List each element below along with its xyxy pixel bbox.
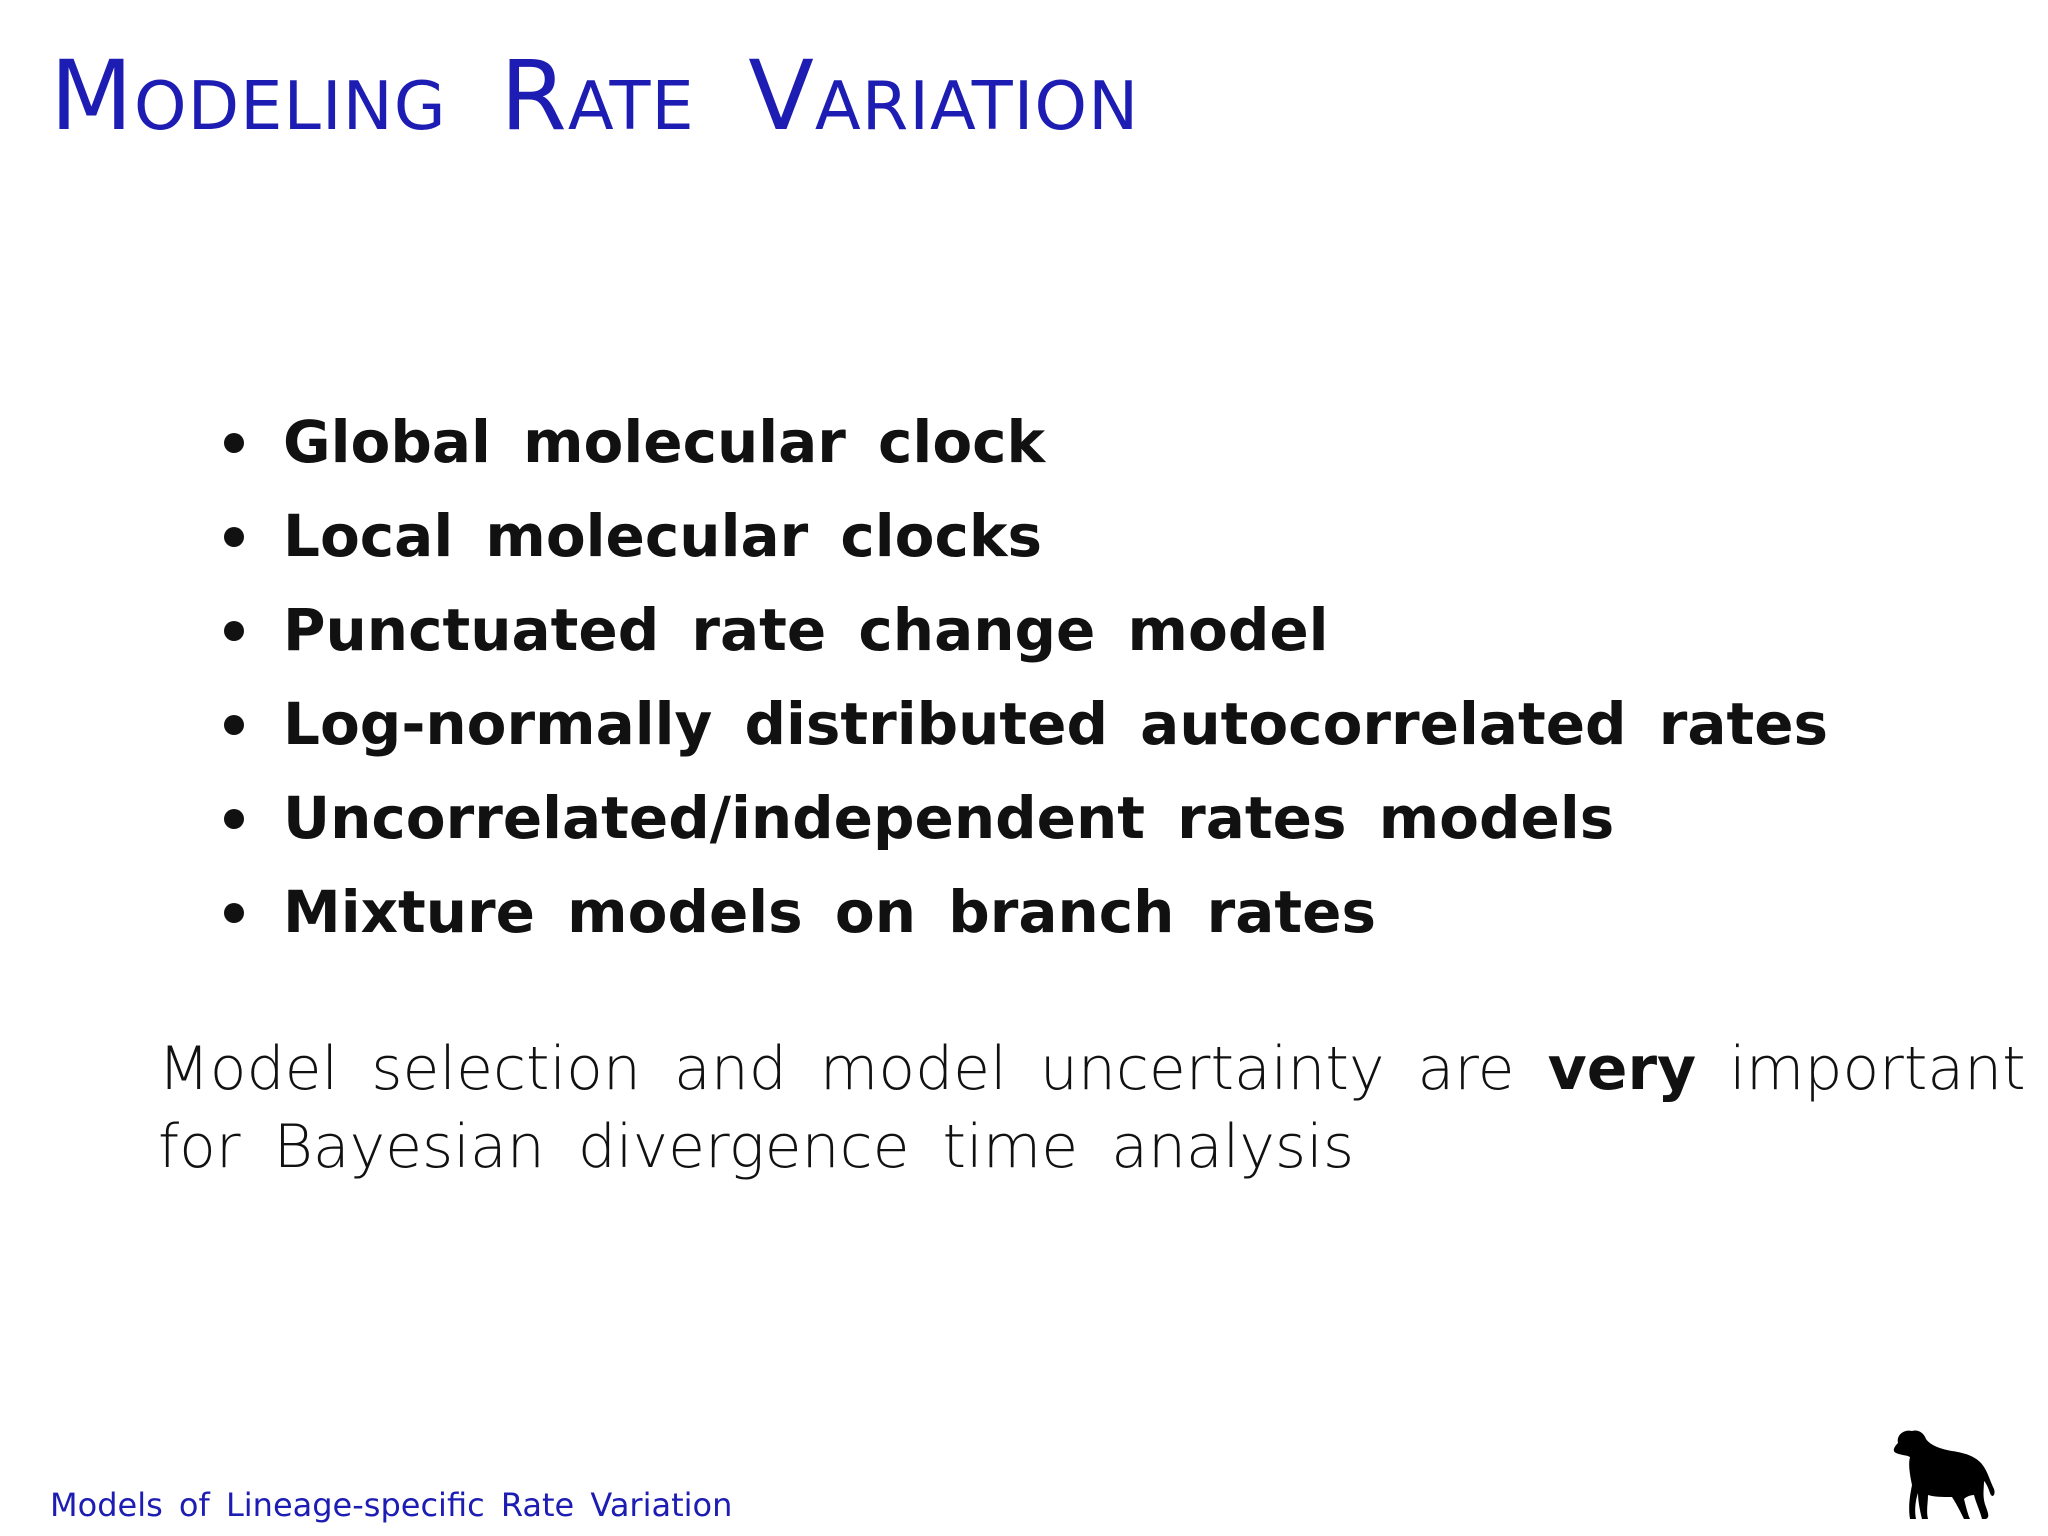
bullet-item: Log-normally distributed autocorrelated … xyxy=(220,684,1828,778)
paragraph: Model selection and model uncertainty ar… xyxy=(158,1030,2026,1186)
paragraph-line: Model selection and model uncertainty ar… xyxy=(158,1030,2026,1108)
bullet-item: Punctuated rate change model xyxy=(220,590,1828,684)
text-run: Model selection and model uncertainty ar… xyxy=(158,1034,1515,1104)
footer: Models of Lineage-specific Rate Variatio… xyxy=(50,1486,733,1524)
bullet-list: Global molecular clock Local molecular cl… xyxy=(220,402,1828,966)
slide-title: Modeling Rate Variation xyxy=(50,40,1140,152)
bullet-item: Local molecular clocks xyxy=(220,496,1828,590)
emphasis: very xyxy=(1547,1034,1697,1104)
text-run: for Bayesian divergence time analysis xyxy=(158,1112,1355,1182)
bullet-item: Global molecular clock xyxy=(220,402,1828,496)
paragraph-line: for Bayesian divergence time analysis xyxy=(158,1108,2026,1186)
dog-silhouette xyxy=(1893,1430,1995,1519)
bullet-item: Mixture models on branch rates xyxy=(220,872,1828,966)
dog-logo xyxy=(1893,1430,1995,1519)
bullet-item: Uncorrelated/independent rates models xyxy=(220,778,1828,872)
text-run: important xyxy=(1729,1034,2026,1104)
